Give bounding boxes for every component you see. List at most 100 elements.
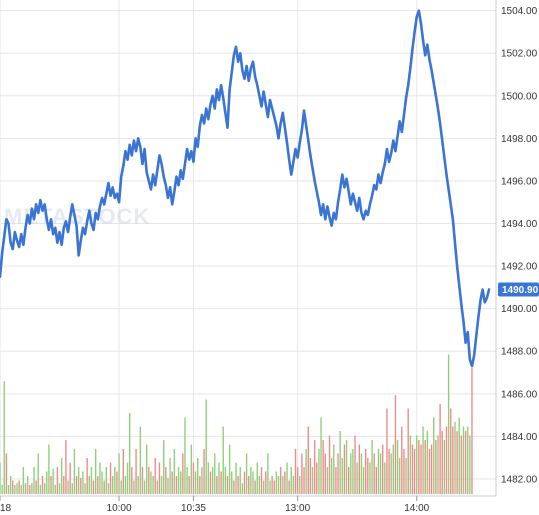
volume-bar — [75, 476, 78, 494]
volume-bar — [84, 483, 86, 494]
volume-bar — [290, 467, 292, 494]
volume-bar — [433, 417, 435, 494]
volume-bar — [320, 417, 322, 494]
y-tick-label: 1484.00 — [501, 432, 538, 443]
volume-bar — [192, 462, 195, 494]
volume-bar — [20, 485, 22, 494]
volume-bar — [226, 476, 229, 494]
volume-bar — [424, 440, 426, 494]
volume-bar — [418, 440, 420, 494]
volume-bar — [92, 480, 95, 494]
volume-bar — [328, 435, 331, 494]
y-tick-label: 1502.00 — [501, 49, 538, 60]
grid-lines — [0, 0, 496, 496]
volume-bar — [279, 467, 282, 494]
volume-bar — [73, 449, 76, 494]
x-axis-ticks: 18 10:00 10:35 13:00 14:00 — [0, 496, 430, 514]
volume-bar — [224, 467, 227, 494]
volume-bar — [41, 476, 44, 494]
y-tick-label: 1490.00 — [501, 304, 538, 315]
volume-bar — [243, 471, 246, 494]
volume-bar — [220, 471, 222, 494]
volume-bar — [286, 462, 288, 494]
volume-bar — [190, 444, 193, 494]
volume-bar — [394, 395, 397, 494]
volume-bar — [267, 453, 269, 494]
x-tick-label: 10:00 — [107, 503, 132, 514]
volume-bar — [364, 449, 367, 494]
volume-bar — [111, 476, 114, 494]
volume-bar — [69, 462, 71, 494]
volume-bar — [63, 476, 65, 494]
volume-bar — [252, 471, 254, 494]
volume-bar — [37, 453, 39, 494]
volume-bar — [288, 480, 290, 494]
volume-bar — [114, 467, 116, 494]
volume-bar — [437, 435, 439, 494]
volume-bar — [80, 477, 82, 494]
volume-bar — [139, 426, 142, 494]
x-tick-label: 10:35 — [181, 503, 206, 514]
volume-bar — [150, 471, 152, 494]
volume-bar — [443, 440, 446, 494]
volume-bar — [203, 449, 205, 494]
volume-bar — [271, 476, 273, 494]
volume-bar — [209, 471, 212, 494]
volume-bar — [218, 462, 220, 494]
volume-bar — [277, 476, 280, 494]
volume-bar — [26, 476, 29, 494]
volume-bar — [316, 462, 318, 494]
volume-bar — [143, 480, 146, 494]
volume-bar — [122, 449, 125, 494]
volume-bar — [369, 462, 371, 494]
volume-bar — [301, 453, 303, 494]
volume-bar — [18, 480, 20, 494]
y-tick-label: 1498.00 — [501, 134, 538, 145]
volume-bar — [347, 467, 350, 494]
volume-bar — [303, 467, 305, 494]
volume-bar — [422, 426, 424, 494]
volume-bar — [275, 471, 278, 494]
volume-bar — [54, 485, 56, 494]
volume-bar — [456, 431, 458, 494]
volume-bar — [3, 381, 5, 494]
volume-bar — [362, 467, 365, 494]
volume-bar — [360, 453, 363, 494]
volume-bar — [367, 458, 369, 494]
last-value-text: 1490.90 — [502, 285, 539, 296]
price-line — [0, 9, 491, 368]
volume-bar — [282, 476, 284, 494]
price-series — [0, 9, 491, 368]
volume-bar — [201, 467, 203, 494]
volume-bar — [222, 426, 224, 494]
volume-bar — [305, 449, 307, 494]
volume-bar — [407, 408, 409, 494]
volume-bar — [373, 453, 375, 494]
volume-bar — [245, 453, 248, 494]
volume-bar — [435, 440, 437, 494]
y-tick-label: 1496.00 — [501, 176, 538, 187]
volume-bar — [171, 471, 173, 494]
y-tick-label: 1486.00 — [501, 389, 538, 400]
volume-bar — [24, 483, 27, 494]
volume-bar — [254, 480, 256, 494]
volume-bar — [447, 354, 450, 494]
volume-bar — [284, 471, 286, 494]
volume-bar — [118, 453, 120, 494]
volume-bar — [65, 440, 67, 494]
volume-bar — [77, 467, 80, 494]
volume-bar — [358, 444, 360, 494]
volume-bar — [211, 467, 214, 494]
volume-bar — [248, 476, 250, 494]
volume-bar — [460, 435, 463, 494]
volume-bar — [16, 483, 18, 494]
volume-bar — [469, 435, 471, 494]
volume-bar — [337, 453, 339, 494]
volume-bar — [307, 426, 309, 494]
volume-bar — [197, 458, 199, 494]
x-tick-label: 14:00 — [404, 503, 429, 514]
volume-bar — [29, 485, 31, 494]
volume-bar — [120, 480, 122, 494]
volume-bar — [35, 480, 37, 494]
volume-bar — [390, 453, 392, 494]
